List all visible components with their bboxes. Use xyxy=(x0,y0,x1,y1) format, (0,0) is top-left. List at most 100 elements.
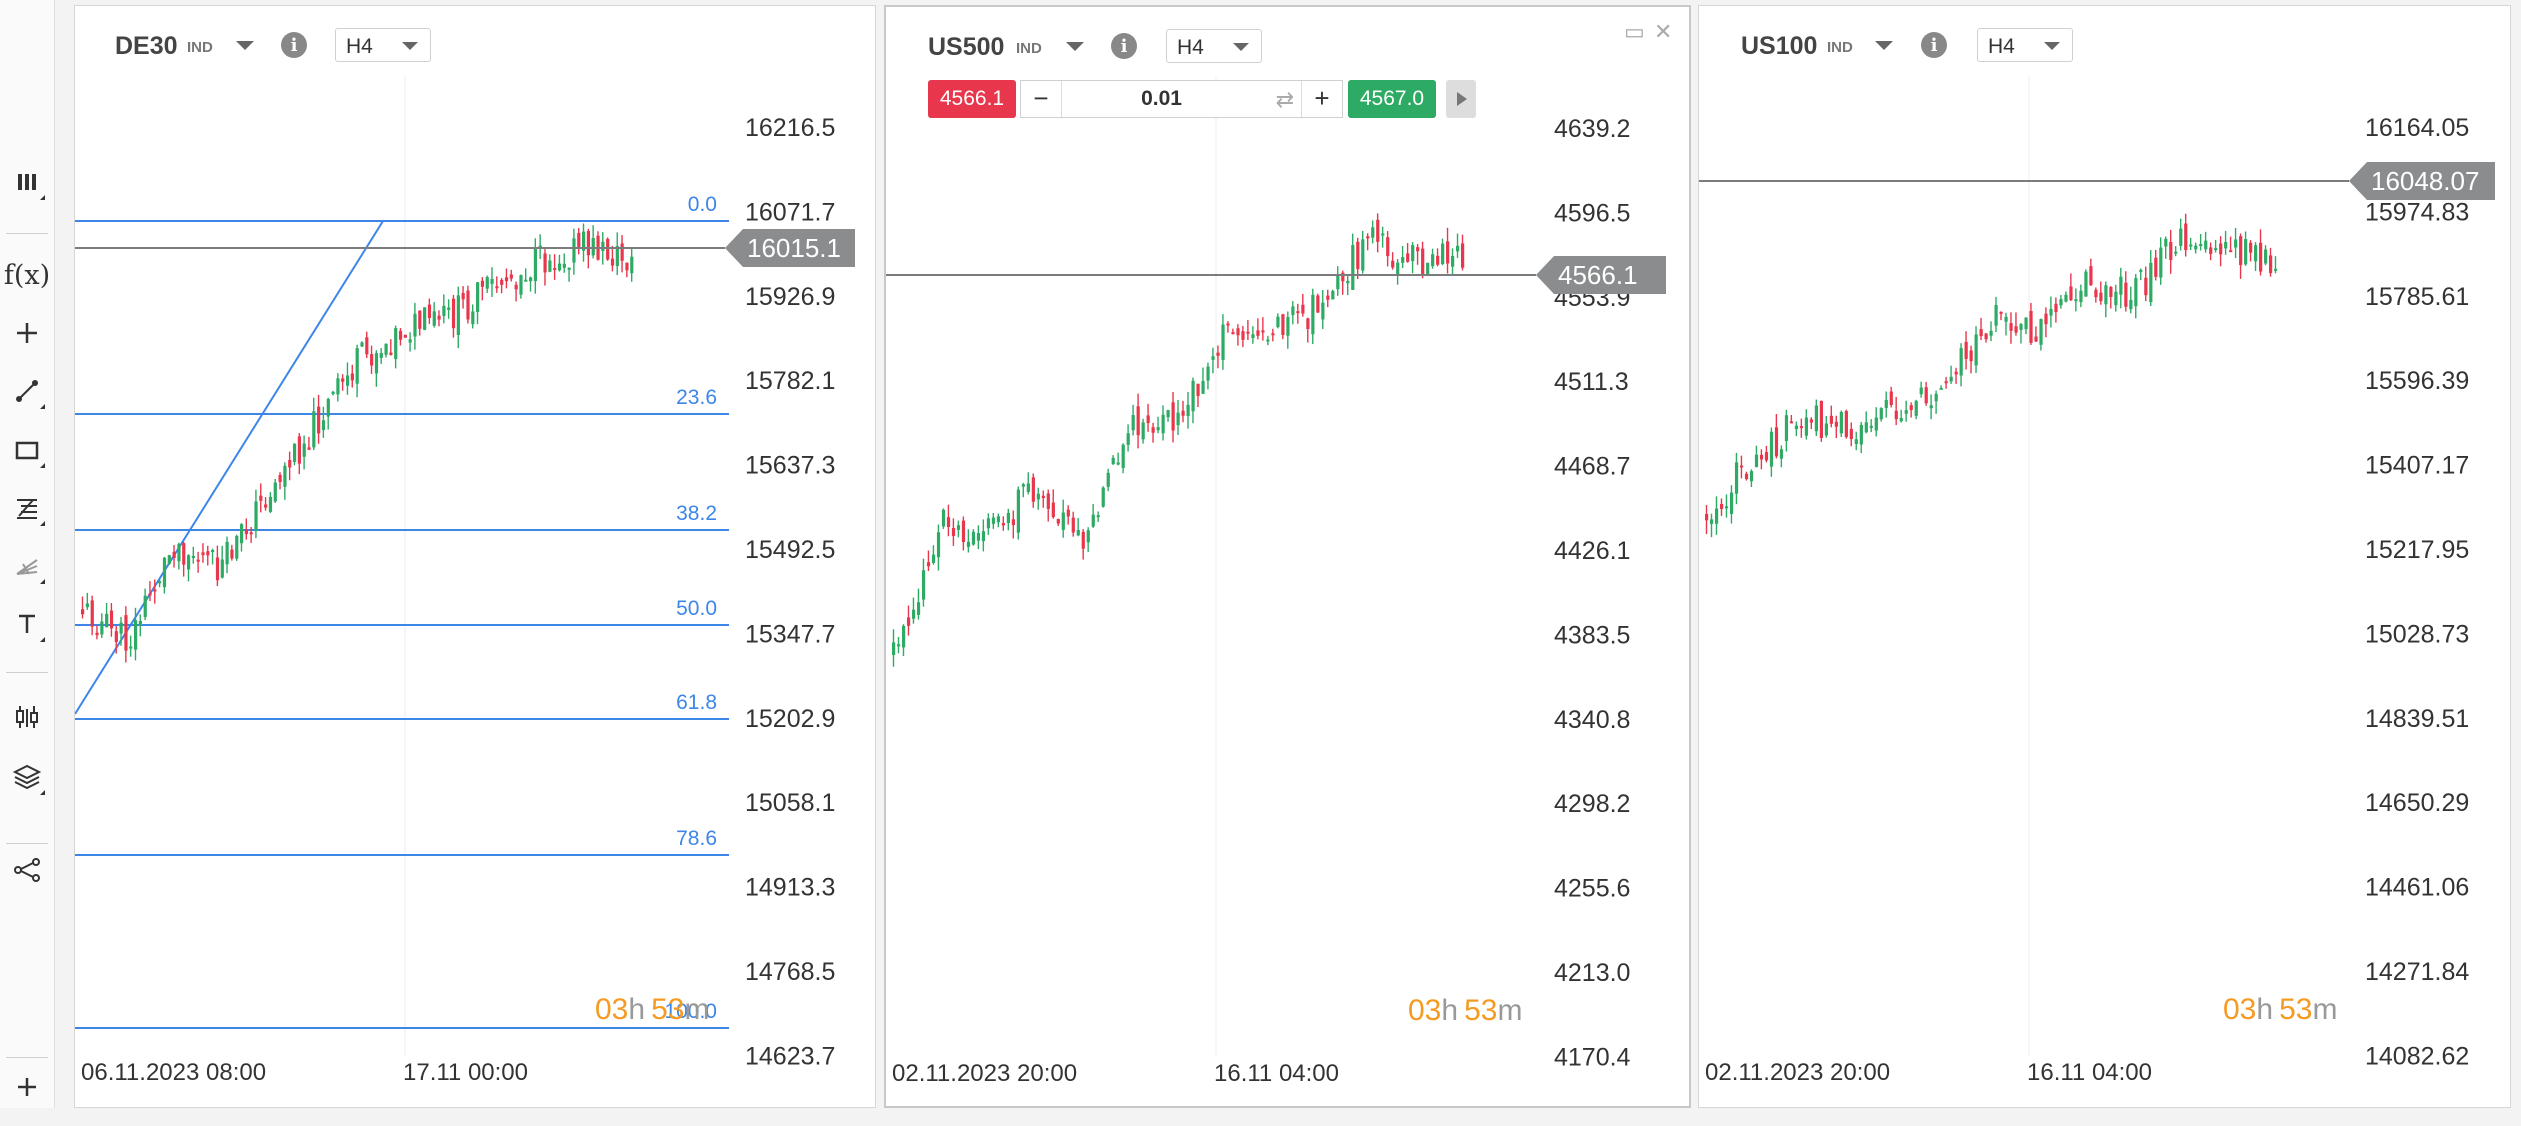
price-chart[interactable]: 4639.24596.54553.94511.34468.74426.14383… xyxy=(886,7,1691,1108)
candle-body xyxy=(331,391,335,395)
chart-panel-de30[interactable]: 16216.5 16071.7 15926.9 15782.1 15637.3 15492… xyxy=(74,5,876,1108)
candle-body xyxy=(1734,462,1739,494)
candle-body xyxy=(186,555,191,570)
volume-input[interactable]: 0.01 xyxy=(1141,87,1182,110)
candle-timer: 03h 53m xyxy=(1408,994,1522,1027)
y-axis-label: 16164.05 xyxy=(2365,114,2469,142)
sell-button[interactable]: 4566.1 xyxy=(928,80,1016,118)
candle-body xyxy=(1161,414,1165,434)
candle-body xyxy=(1181,410,1185,416)
add-chart-icon[interactable] xyxy=(7,1067,47,1107)
symbol-dropdown-icon[interactable] xyxy=(236,41,254,50)
candle-body xyxy=(1171,402,1175,431)
candle-body xyxy=(1446,241,1450,264)
candle-body xyxy=(1779,449,1784,459)
x-axis-label: 16.11 04:00 xyxy=(1214,1060,1339,1087)
y-axis-label: 4468.7 xyxy=(1554,453,1630,481)
candle-body xyxy=(514,284,518,290)
volume-stepper[interactable]: − 0.01 ⇄ + xyxy=(1020,80,1343,118)
close-icon[interactable]: ✕ xyxy=(1654,19,1673,44)
candle-body xyxy=(2004,316,2008,322)
chart-panel-us500[interactable]: 4639.2 4596.5 4553.9 4511.3 4468.7 4426.1 4383… xyxy=(884,5,1691,1108)
symbol-label[interactable]: US500 xyxy=(928,33,1005,61)
candle-body xyxy=(389,352,393,355)
timeframe-value: H4 xyxy=(346,35,373,58)
y-axis-label: 14623.7 xyxy=(745,1042,835,1070)
crosshair-icon[interactable] xyxy=(7,313,47,353)
drawing-toolbar: f(x) xyxy=(0,0,55,1126)
candle-body xyxy=(1311,294,1315,335)
candle-body xyxy=(1884,399,1888,408)
candle-body xyxy=(466,290,470,320)
info-icon[interactable]: i xyxy=(1921,32,1947,58)
symbol-dropdown-icon[interactable] xyxy=(1066,42,1084,51)
expand-trading-icon[interactable] xyxy=(1446,80,1476,118)
decrease-volume-button[interactable]: − xyxy=(1021,81,1062,117)
price-chart[interactable]: 16216.5 16071.7 15926.9 15782.1 15637.3 15492… xyxy=(75,6,876,1108)
candle-body xyxy=(336,378,340,395)
timeframe-select[interactable]: H4 xyxy=(335,28,431,62)
timeframe-select[interactable]: H4 xyxy=(1977,28,2073,62)
candle-body xyxy=(577,232,581,248)
buy-button[interactable]: 4567.0 xyxy=(1348,80,1436,118)
share-icon[interactable] xyxy=(7,850,47,890)
text-tool-icon[interactable] xyxy=(7,604,47,644)
candle-body xyxy=(946,517,951,528)
symbol-label[interactable]: US100 xyxy=(1741,32,1818,60)
candle-body xyxy=(1949,376,1953,382)
timer-part: m xyxy=(2312,993,2337,1026)
y-axis-label: 16071.7 xyxy=(745,198,835,226)
candle-body xyxy=(620,243,624,261)
candle-body xyxy=(524,279,528,282)
price-tag xyxy=(1536,256,1666,294)
timer-part: 53 xyxy=(651,993,684,1026)
info-icon[interactable]: i xyxy=(1111,33,1137,59)
symbol-label[interactable]: DE30 xyxy=(115,32,178,60)
maximize-icon[interactable]: ▭ xyxy=(1624,19,1645,44)
candle-body xyxy=(1904,410,1908,414)
candle-body xyxy=(432,311,436,326)
candle-body xyxy=(1316,295,1320,313)
symbol-dropdown-icon[interactable] xyxy=(1875,41,1893,50)
candle-body xyxy=(2034,336,2038,342)
price-tag-label: 4566.1 xyxy=(1558,260,1638,290)
fib-level-label: 38.2 xyxy=(676,502,717,525)
candle-body xyxy=(2174,251,2178,254)
candle-body xyxy=(1106,472,1110,487)
candle-body xyxy=(1256,330,1260,336)
candle-body xyxy=(1101,487,1105,507)
candle-body xyxy=(1421,248,1425,277)
candle-body xyxy=(529,277,533,282)
candle-body xyxy=(2019,324,2023,330)
candle-body xyxy=(105,613,109,628)
candle-body xyxy=(500,279,504,285)
chart-panel-us100[interactable]: 16164.05 15974.83 15785.61 15596.39 15407.17… xyxy=(1698,5,2511,1108)
layers-icon[interactable] xyxy=(7,757,47,797)
swap-icon[interactable]: ⇄ xyxy=(1275,87,1294,112)
price-chart[interactable]: 16164.05 15974.83 15785.61 15596.39 15407.17… xyxy=(1699,6,2511,1108)
trendline-icon[interactable] xyxy=(7,371,47,411)
candle-body xyxy=(1276,316,1280,328)
candle-body xyxy=(2064,294,2068,302)
candles-icon[interactable] xyxy=(7,697,47,737)
chart-type-icon[interactable] xyxy=(7,162,47,202)
y-axis-label: 15407.17 xyxy=(2365,452,2469,480)
fibonacci-icon[interactable] xyxy=(7,488,47,528)
increase-volume-button[interactable]: + xyxy=(1301,81,1342,117)
chevron-down-icon xyxy=(402,42,418,50)
candle-body xyxy=(1944,381,1948,384)
timeframe-select[interactable]: H4 xyxy=(1166,29,1262,63)
candle-body xyxy=(1016,489,1020,533)
candle-body xyxy=(403,334,407,338)
candle-body xyxy=(1894,410,1898,420)
pitchfork-icon[interactable] xyxy=(7,546,47,586)
indicators-icon[interactable]: f(x) xyxy=(4,255,50,295)
candle-body xyxy=(1121,444,1125,469)
info-icon[interactable]: i xyxy=(281,32,307,58)
candle-body xyxy=(1705,514,1709,521)
rectangle-icon[interactable] xyxy=(7,430,47,470)
candle-body xyxy=(2059,299,2063,306)
y-axis-label: 4511.3 xyxy=(1554,368,1629,396)
candle-body xyxy=(625,262,629,271)
y-axis-label: 15596.39 xyxy=(2365,367,2469,395)
